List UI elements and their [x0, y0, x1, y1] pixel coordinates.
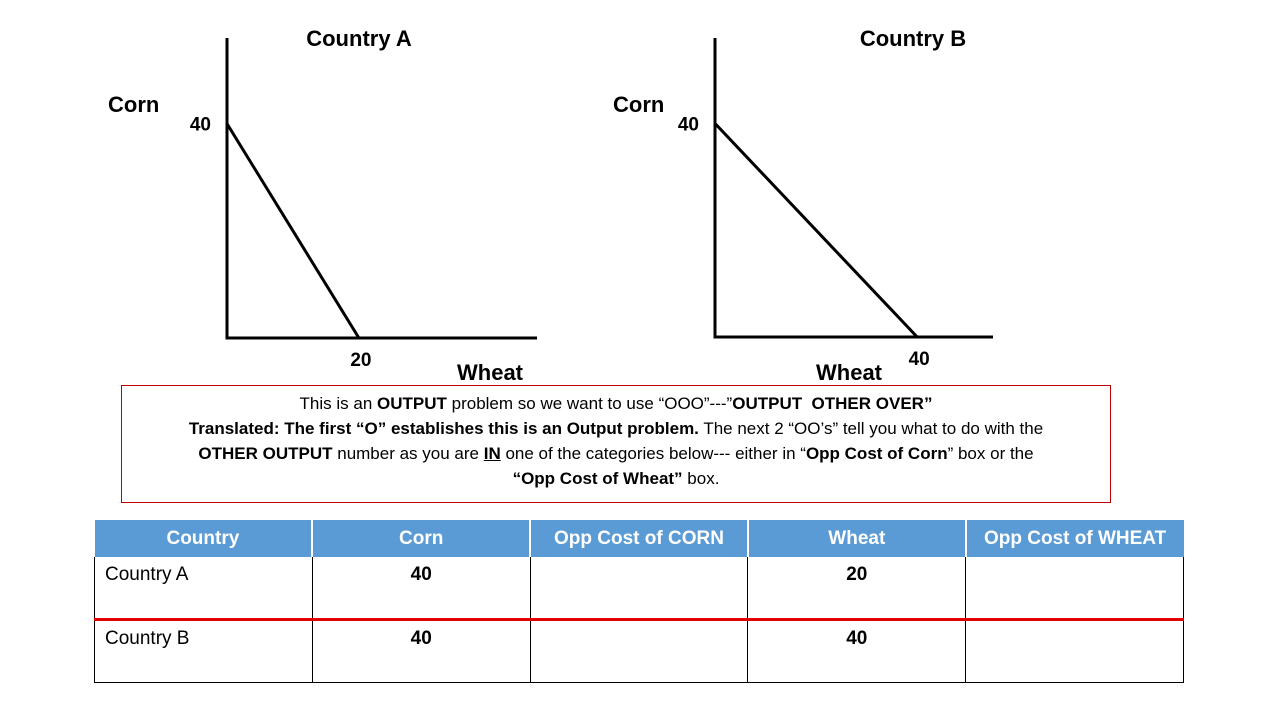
table-row: Country A 40 20: [94, 557, 1184, 621]
note-line: “Opp Cost of Wheat” box.: [122, 466, 1110, 491]
x-tick-label: 20: [350, 350, 371, 371]
note-text: OUTPUT: [377, 394, 447, 413]
x-tick-label: 40: [909, 349, 930, 370]
note-text: problem so we want to use “OOO”---”: [446, 394, 733, 413]
table-cell: [529, 619, 748, 683]
column-header: Opp Cost of WHEAT: [964, 520, 1184, 557]
note-text: This is an: [299, 394, 378, 413]
ppf-line: [225, 122, 361, 339]
x-axis-label: Wheat: [816, 360, 883, 385]
header-row: Country Corn Opp Cost of CORN Wheat Opp Cost…: [94, 520, 1184, 557]
note-text: Translated: The first “O” establishes th…: [188, 419, 699, 438]
table-cell: [965, 619, 1184, 683]
x-axis-label: Wheat: [457, 360, 524, 385]
column-header: Wheat: [746, 520, 966, 557]
table-cell: Country B: [94, 619, 313, 683]
note-box: This is an OUTPUT problem so we want to …: [121, 385, 1111, 503]
chart-title: Country B: [860, 26, 966, 51]
table-cell: Country A: [94, 557, 313, 621]
note-text: number as you are: [332, 444, 484, 463]
note-text: The next 2 “OO’s” tell you what to do wi…: [698, 419, 1044, 438]
column-header: Country: [94, 520, 313, 557]
table-cell: 40: [747, 619, 966, 683]
note-text: Opp Cost of Corn: [805, 444, 948, 463]
ppf-line: [713, 122, 919, 339]
table-cell: [965, 557, 1184, 621]
table-row: Country B 40 40: [94, 619, 1184, 683]
table-cell: [529, 557, 748, 621]
table-cell: 40: [311, 557, 531, 621]
note-text: ” box or the: [947, 444, 1034, 463]
chart-title: Country A: [306, 26, 412, 51]
note-line: Translated: The first “O” establishes th…: [122, 416, 1110, 441]
note-text: box.: [682, 469, 720, 488]
note-text: OUTPUT OTHER OVER”: [732, 394, 933, 413]
y-tick-label: 40: [190, 115, 211, 136]
table-cell: 40: [311, 619, 531, 683]
y-axis-label: Corn: [613, 92, 664, 117]
note-text: one of the categories below--- either in…: [500, 444, 806, 463]
y-axis-label: Corn: [108, 92, 159, 117]
column-header: Corn: [311, 520, 531, 557]
note-text: OTHER OUTPUT: [198, 444, 333, 463]
note-line: This is an OUTPUT problem so we want to …: [122, 391, 1110, 416]
column-header: Opp Cost of CORN: [529, 520, 748, 557]
note-text: IN: [483, 444, 501, 463]
table-cell: 20: [747, 557, 966, 621]
note-line: OTHER OUTPUT number as you are IN one of…: [122, 441, 1110, 466]
y-tick-label: 40: [678, 114, 699, 135]
note-text: “Opp Cost of Wheat”: [512, 469, 683, 488]
data-table: Country Corn Opp Cost of CORN Wheat Opp Cost…: [94, 520, 1184, 683]
